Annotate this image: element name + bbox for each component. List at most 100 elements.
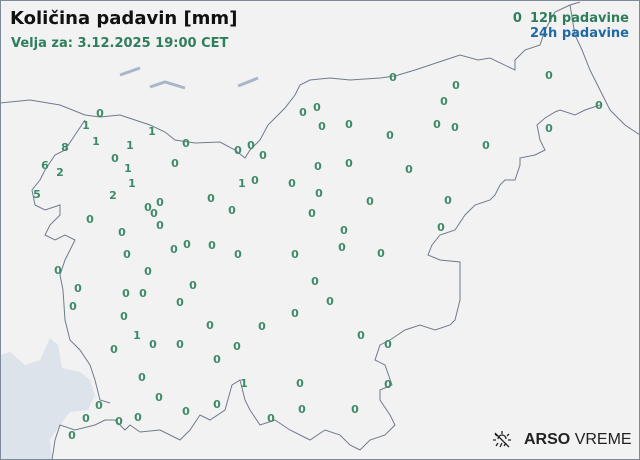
station-value[interactable]: 0 bbox=[233, 340, 241, 353]
station-value[interactable]: 1 bbox=[240, 377, 248, 390]
station-value[interactable]: 8 bbox=[61, 141, 69, 154]
station-value[interactable]: 0 bbox=[247, 139, 255, 152]
station-value[interactable]: 0 bbox=[345, 118, 353, 131]
station-value[interactable]: 0 bbox=[234, 248, 242, 261]
station-value[interactable]: 1 bbox=[133, 329, 141, 342]
legend-sample-value: 0 bbox=[512, 11, 522, 26]
station-value[interactable]: 0 bbox=[207, 192, 215, 205]
station-value[interactable]: 0 bbox=[345, 157, 353, 170]
station-value[interactable]: 0 bbox=[96, 107, 104, 120]
station-value[interactable]: 0 bbox=[189, 279, 197, 292]
station-value[interactable]: 0 bbox=[176, 296, 184, 309]
station-value[interactable]: 1 bbox=[124, 162, 132, 175]
station-value[interactable]: 0 bbox=[440, 95, 448, 108]
station-value[interactable]: 0 bbox=[288, 177, 296, 190]
station-value[interactable]: 0 bbox=[139, 287, 147, 300]
station-value[interactable]: 0 bbox=[298, 403, 306, 416]
station-value[interactable]: 0 bbox=[545, 122, 553, 135]
station-value[interactable]: 0 bbox=[228, 204, 236, 217]
station-value[interactable]: 0 bbox=[74, 282, 82, 295]
station-value[interactable]: 1 bbox=[92, 135, 100, 148]
legend-24h[interactable]: 24h padavine bbox=[513, 26, 629, 41]
station-value[interactable]: 5 bbox=[33, 188, 41, 201]
station-value[interactable]: 0 bbox=[377, 247, 385, 260]
station-value[interactable]: 0 bbox=[384, 378, 392, 391]
station-value[interactable]: 0 bbox=[340, 224, 348, 237]
station-value[interactable]: 0 bbox=[296, 377, 304, 390]
station-value[interactable]: 0 bbox=[69, 300, 77, 313]
station-value[interactable]: 0 bbox=[234, 144, 242, 157]
station-value[interactable]: 0 bbox=[314, 160, 322, 173]
station-value[interactable]: 0 bbox=[213, 353, 221, 366]
station-value[interactable]: 0 bbox=[366, 195, 374, 208]
station-value[interactable]: 0 bbox=[258, 320, 266, 333]
station-value[interactable]: 0 bbox=[156, 196, 164, 209]
station-value[interactable]: 0 bbox=[122, 287, 130, 300]
station-value[interactable]: 0 bbox=[144, 201, 152, 214]
station-value[interactable]: 2 bbox=[109, 189, 117, 202]
station-value[interactable]: 0 bbox=[291, 248, 299, 261]
station-value[interactable]: 0 bbox=[138, 371, 146, 384]
station-value[interactable]: 6 bbox=[41, 159, 49, 172]
station-value[interactable]: 0 bbox=[213, 398, 221, 411]
station-value[interactable]: 0 bbox=[595, 99, 603, 112]
station-value[interactable]: 0 bbox=[313, 101, 321, 114]
station-value[interactable]: 0 bbox=[351, 403, 359, 416]
station-value[interactable]: 0 bbox=[95, 399, 103, 412]
station-value[interactable]: 0 bbox=[405, 163, 413, 176]
station-value[interactable]: 0 bbox=[170, 243, 178, 256]
station-value[interactable]: 0 bbox=[82, 412, 90, 425]
station-value[interactable]: 0 bbox=[315, 187, 323, 200]
station-value[interactable]: 0 bbox=[115, 415, 123, 428]
station-value[interactable]: 0 bbox=[452, 79, 460, 92]
station-value[interactable]: 1 bbox=[126, 139, 134, 152]
station-value[interactable]: 0 bbox=[267, 412, 275, 425]
station-value[interactable]: 0 bbox=[68, 429, 76, 442]
station-value[interactable]: 0 bbox=[171, 157, 179, 170]
station-value[interactable]: 0 bbox=[251, 174, 259, 187]
station-value[interactable]: 0 bbox=[311, 275, 319, 288]
station-value[interactable]: 0 bbox=[482, 139, 490, 152]
station-value[interactable]: 0 bbox=[318, 120, 326, 133]
station-value[interactable]: 0 bbox=[545, 69, 553, 82]
station-value[interactable]: 0 bbox=[444, 194, 452, 207]
station-value[interactable]: 0 bbox=[208, 239, 216, 252]
station-value[interactable]: 0 bbox=[54, 264, 62, 277]
station-value[interactable]: 0 bbox=[111, 152, 119, 165]
station-value[interactable]: 1 bbox=[128, 177, 136, 190]
station-value[interactable]: 1 bbox=[82, 119, 90, 132]
station-value[interactable]: 0 bbox=[357, 329, 365, 342]
station-value[interactable]: 0 bbox=[206, 319, 214, 332]
station-value[interactable]: 1 bbox=[238, 177, 246, 190]
station-value[interactable]: 0 bbox=[150, 207, 158, 220]
station-value[interactable]: 2 bbox=[56, 166, 64, 179]
station-value[interactable]: 0 bbox=[149, 338, 157, 351]
station-value[interactable]: 0 bbox=[389, 71, 397, 84]
station-value[interactable]: 0 bbox=[120, 310, 128, 323]
station-value[interactable]: 0 bbox=[437, 221, 445, 234]
station-value[interactable]: 0 bbox=[384, 338, 392, 351]
legend-12h[interactable]: 0 12h padavine bbox=[513, 11, 629, 26]
station-value[interactable]: 0 bbox=[86, 213, 94, 226]
station-value[interactable]: 0 bbox=[308, 207, 316, 220]
station-value[interactable]: 0 bbox=[110, 343, 118, 356]
station-value[interactable]: 0 bbox=[386, 129, 394, 142]
station-value[interactable]: 0 bbox=[182, 405, 190, 418]
station-value[interactable]: 0 bbox=[156, 219, 164, 232]
station-value[interactable]: 0 bbox=[144, 265, 152, 278]
station-value[interactable]: 0 bbox=[155, 391, 163, 404]
station-value[interactable]: 0 bbox=[433, 118, 441, 131]
station-value[interactable]: 1 bbox=[148, 125, 156, 138]
station-value[interactable]: 0 bbox=[451, 121, 459, 134]
station-value[interactable]: 0 bbox=[299, 106, 307, 119]
station-value[interactable]: 0 bbox=[183, 238, 191, 251]
station-value[interactable]: 0 bbox=[326, 295, 334, 308]
station-value[interactable]: 0 bbox=[291, 307, 299, 320]
station-value[interactable]: 0 bbox=[123, 248, 131, 261]
station-value[interactable]: 0 bbox=[338, 241, 346, 254]
station-value[interactable]: 0 bbox=[118, 226, 126, 239]
station-value[interactable]: 0 bbox=[182, 137, 190, 150]
station-value[interactable]: 0 bbox=[176, 338, 184, 351]
station-value[interactable]: 0 bbox=[259, 149, 267, 162]
station-value[interactable]: 0 bbox=[134, 411, 142, 424]
